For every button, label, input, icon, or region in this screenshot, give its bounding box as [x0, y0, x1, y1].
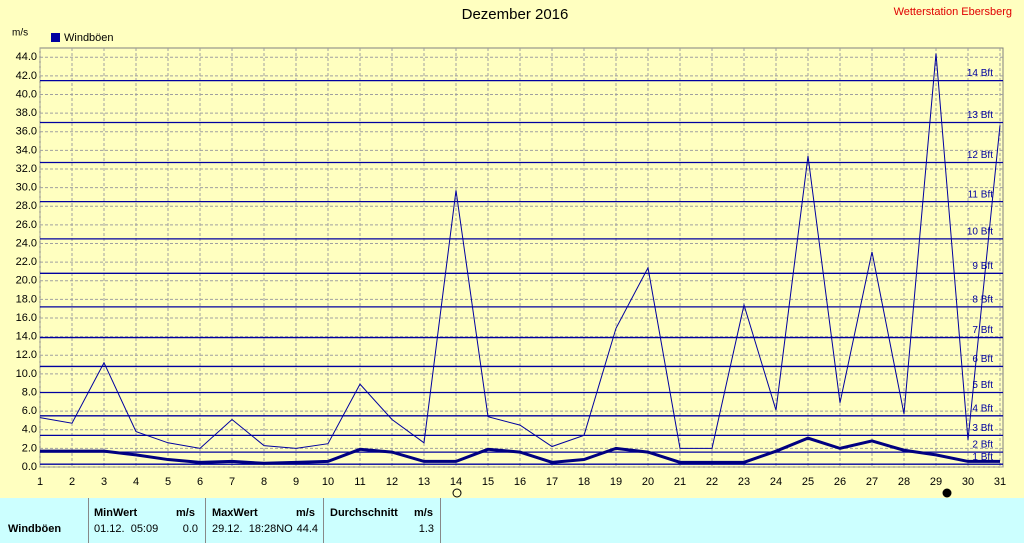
x-tick-label: 27 [866, 476, 878, 488]
x-tick-label: 26 [834, 476, 846, 488]
x-tick-label: 20 [642, 476, 654, 488]
table-cell: m/s [176, 507, 195, 519]
x-tick-label: 1 [37, 476, 43, 488]
y-tick-label: 14.0 [16, 331, 37, 343]
table-divider [440, 498, 441, 543]
x-tick-label: 16 [514, 476, 526, 488]
beaufort-label: 13 Bft [967, 110, 993, 121]
table-divider [88, 498, 89, 543]
x-tick-label: 18 [578, 476, 590, 488]
beaufort-label: 3 Bft [972, 423, 993, 434]
y-tick-label: 26.0 [16, 219, 37, 231]
chart-title: Dezember 2016 [462, 6, 569, 23]
y-tick-label: 38.0 [16, 107, 37, 119]
x-tick-label: 17 [546, 476, 558, 488]
x-tick-label: 5 [165, 476, 171, 488]
table-cell: 0.0 [182, 523, 198, 535]
stats-table: MinWert m/s MaxWert m/s Durchschnitt m/s Windb… [0, 498, 1024, 543]
table-cell: 01.12. 05:09 [94, 523, 159, 535]
y-tick-label: 32.0 [16, 163, 37, 175]
x-tick-label: 11 [354, 476, 365, 488]
x-tick-label: 4 [133, 476, 139, 488]
marker [452, 488, 462, 498]
y-tick-label: 34.0 [16, 144, 37, 156]
beaufort-label: 10 Bft [967, 227, 993, 238]
legend-label: Windböen [64, 32, 114, 44]
table-cell: m/s [414, 507, 433, 519]
x-tick-label: 6 [197, 476, 203, 488]
table-cell: 44.4 [296, 523, 318, 535]
plot-area [39, 47, 1004, 468]
x-tick-label: 10 [322, 476, 334, 488]
y-tick-label: 20.0 [16, 275, 37, 287]
x-tick-label: 7 [229, 476, 235, 488]
x-tick-label: 24 [770, 476, 782, 488]
series-line [39, 53, 1001, 449]
y-tick-label: 16.0 [16, 312, 37, 324]
beaufort-label: 6 Bft [972, 354, 993, 365]
x-tick-label: 29 [930, 476, 942, 488]
beaufort-label: 2 Bft [972, 440, 993, 451]
table-cell: 29.12. 18:28NO [212, 523, 293, 535]
x-tick-label: 22 [706, 476, 718, 488]
y-tick-label: 24.0 [16, 237, 37, 249]
table-cell: Durchschnitt [330, 507, 398, 519]
table-cell: MaxWert [212, 507, 258, 519]
table-divider [205, 498, 206, 543]
y-tick-label: 6.0 [22, 405, 37, 417]
table-cell: m/s [296, 507, 315, 519]
x-tick-label: 31 [994, 476, 1006, 488]
x-tick-label: 25 [802, 476, 814, 488]
y-tick-label: 8.0 [22, 386, 37, 398]
table-cell: Windböen [8, 523, 62, 535]
beaufort-label: 5 Bft [972, 380, 993, 391]
y-tick-label: 28.0 [16, 200, 37, 212]
beaufort-label: 14 Bft [967, 68, 993, 79]
y-tick-label: 4.0 [22, 424, 37, 436]
x-tick-label: 2 [69, 476, 75, 488]
y-tick-label: 0.0 [22, 461, 37, 473]
y-axis-label: m/s [12, 28, 28, 39]
station: Wetterstation Ebersberg [894, 6, 1012, 18]
x-tick-label: 9 [293, 476, 299, 488]
x-tick-label: 30 [962, 476, 974, 488]
marker [942, 488, 952, 498]
y-tick-label: 22.0 [16, 256, 37, 268]
y-tick-label: 30.0 [16, 182, 37, 194]
x-tick-label: 12 [386, 476, 398, 488]
beaufort-label: 11 Bft [968, 189, 994, 200]
x-tick-label: 23 [738, 476, 750, 488]
y-tick-label: 36.0 [16, 126, 37, 138]
y-tick-label: 44.0 [16, 51, 37, 63]
x-tick-label: 21 [674, 476, 686, 488]
beaufort-label: 1 Bft [972, 452, 993, 463]
beaufort-label: 8 Bft [972, 294, 993, 305]
x-tick-label: 14 [450, 476, 462, 488]
x-tick-label: 13 [418, 476, 430, 488]
table-cell: 1.3 [418, 523, 434, 535]
table-cell: MinWert [94, 507, 138, 519]
x-tick-label: 3 [101, 476, 107, 488]
chart: Dezember 2016 Wetterstation Ebersberg m/… [12, 6, 1012, 498]
y-tick-label: 10.0 [16, 368, 37, 380]
y-tick-label: 42.0 [16, 70, 37, 82]
table-divider [323, 498, 324, 543]
beaufort-label: 4 Bft [972, 403, 993, 414]
y-tick-label: 40.0 [16, 88, 37, 100]
beaufort-label: 12 Bft [967, 150, 993, 161]
y-tick-label: 18.0 [16, 293, 37, 305]
series-line [40, 436, 1000, 465]
beaufort-label: 9 Bft [972, 261, 993, 272]
beaufort-label: 7 Bft [972, 325, 993, 336]
y-tick-label: 2.0 [22, 442, 37, 454]
x-tick-label: 15 [482, 476, 494, 488]
x-tick-label: 8 [261, 476, 267, 488]
x-tick-label: 19 [610, 476, 622, 488]
y-tick-label: 12.0 [16, 349, 37, 361]
legend-swatch [51, 33, 60, 42]
x-tick-label: 28 [898, 476, 910, 488]
